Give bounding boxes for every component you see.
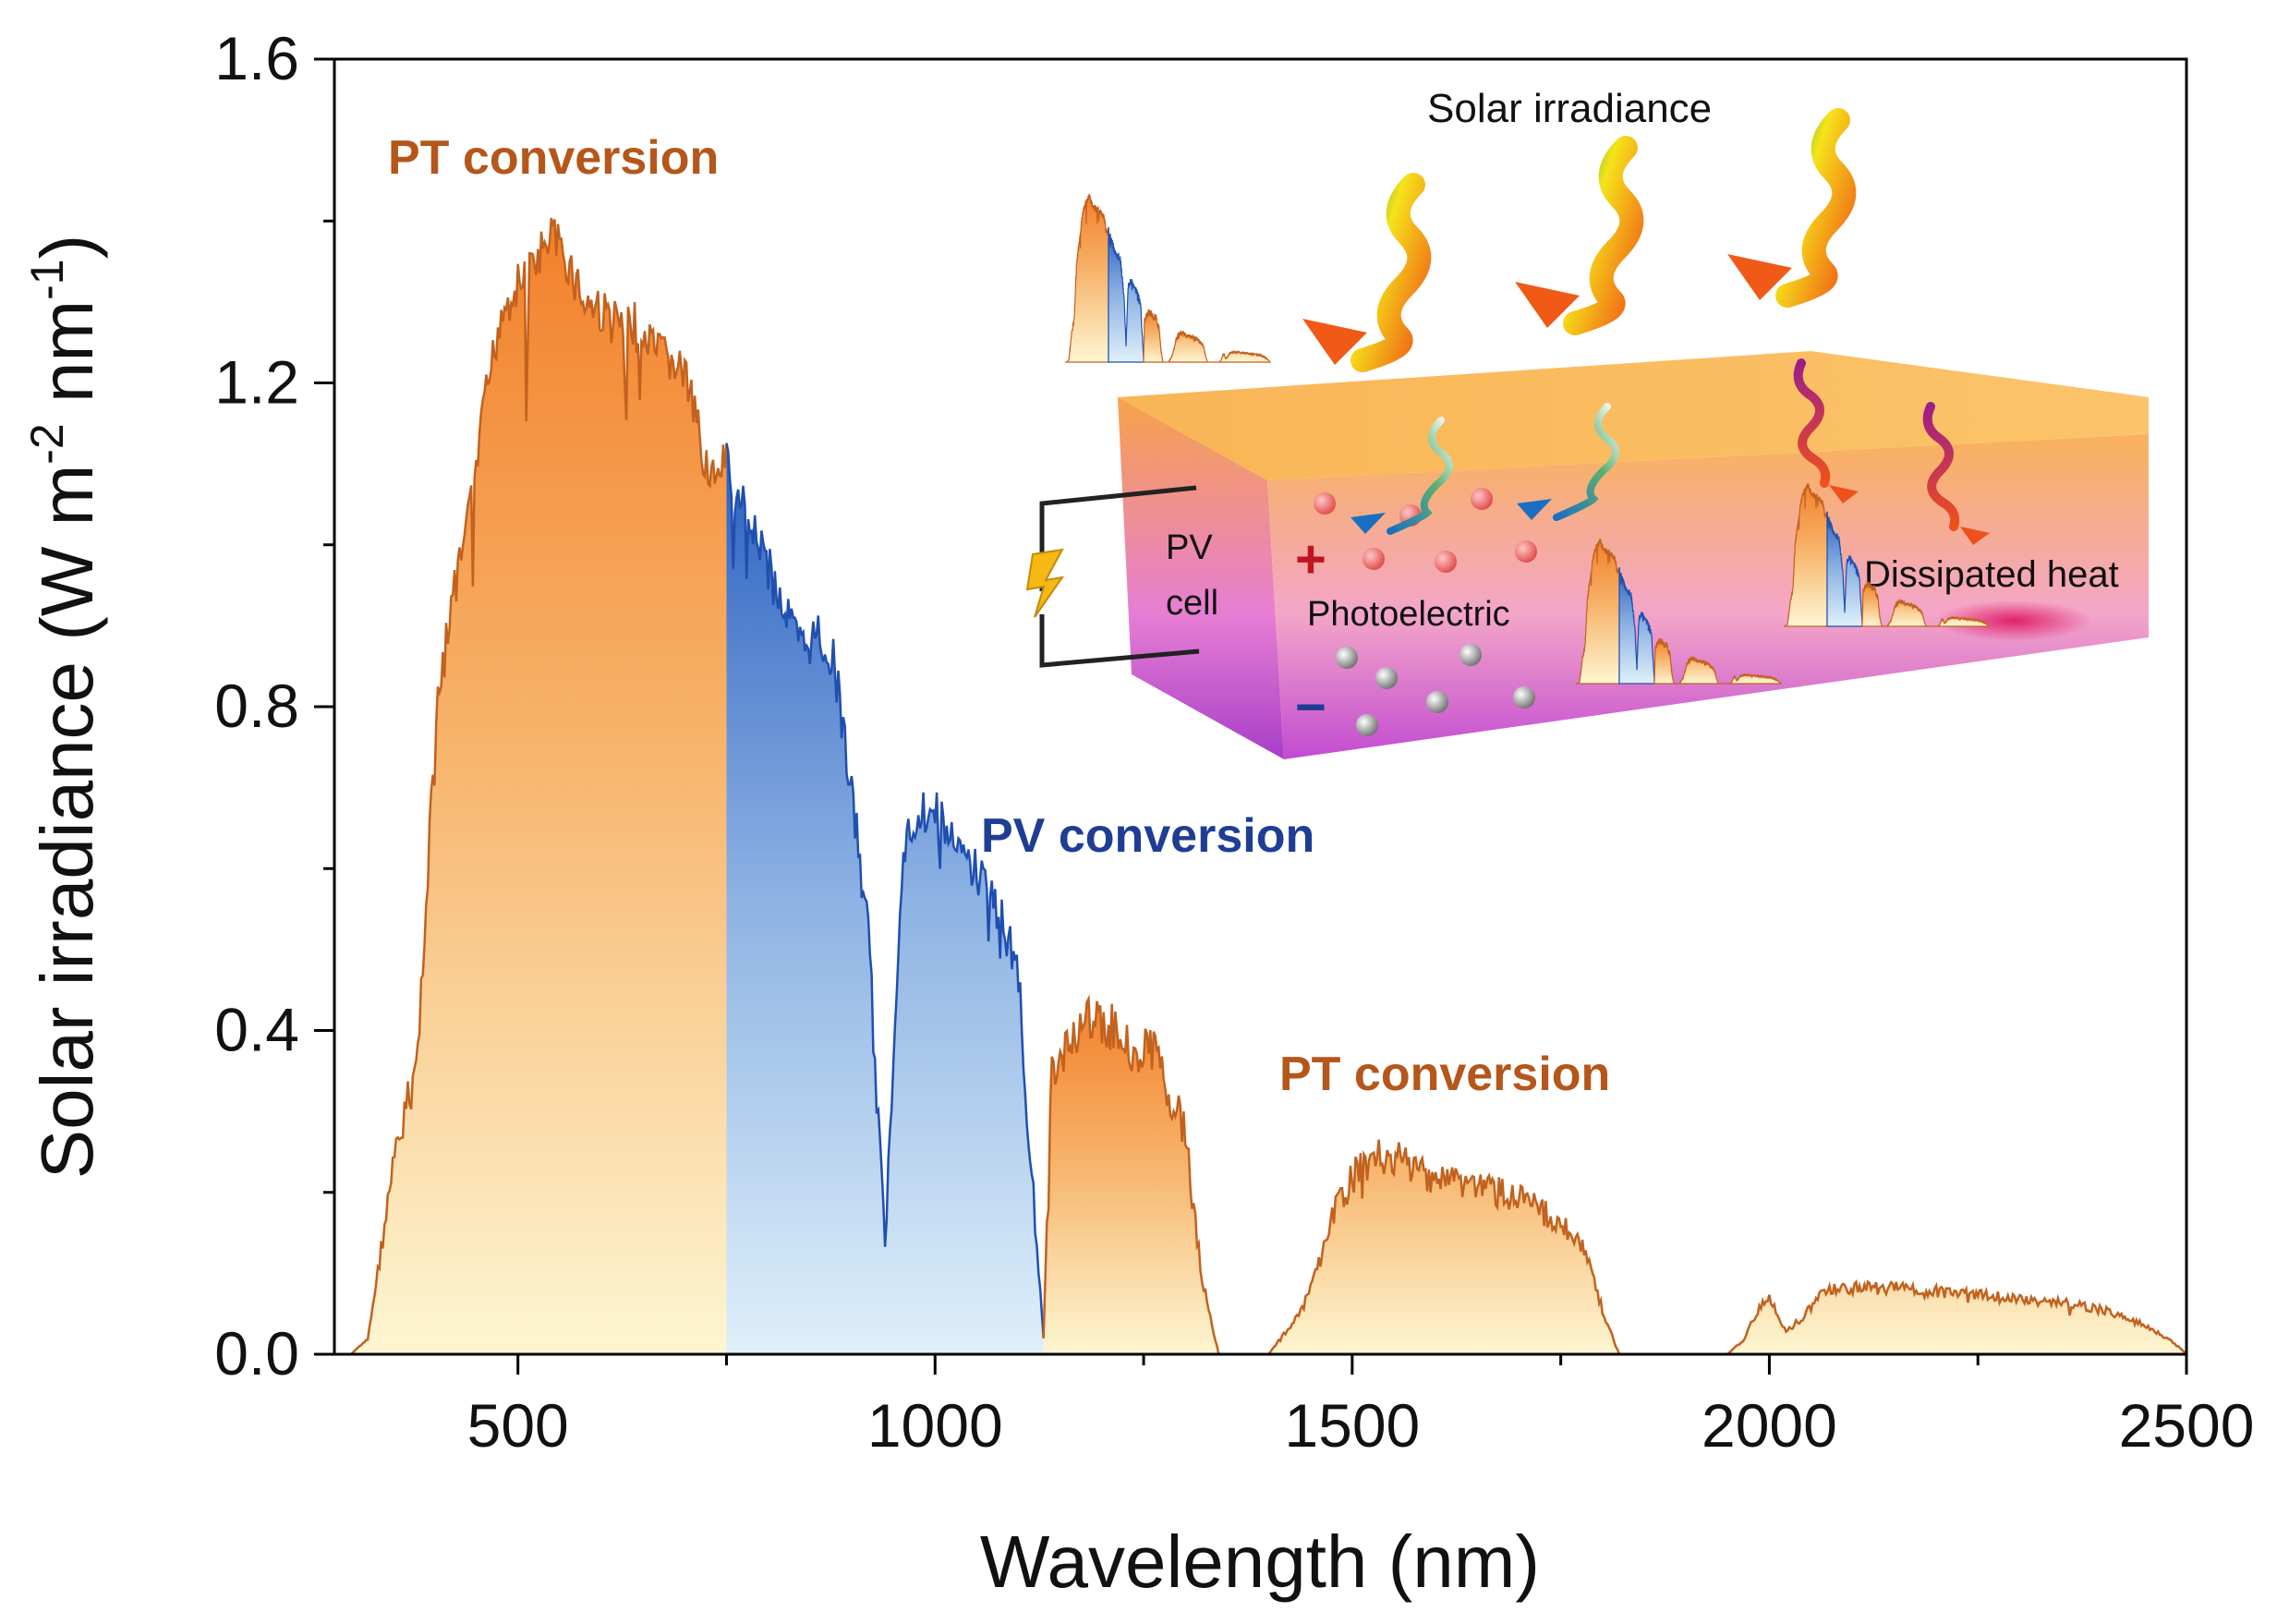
- inset-illustration: Solar irradiance PV cell + −: [1025, 86, 2149, 759]
- slab-front: [1267, 434, 2149, 759]
- x-axis: 500 1000 1500 2000 2500: [467, 1354, 2255, 1460]
- inset-pv-label: PV: [1166, 528, 1213, 567]
- y-tick-label: 0.8: [214, 672, 299, 740]
- slab-left-side: [1118, 397, 1284, 759]
- region-line-0: [334, 217, 728, 1356]
- spectrum-areas: [334, 218, 2186, 1354]
- lightning-icon: [1025, 548, 1065, 618]
- y-tick-label: 0.4: [214, 996, 299, 1064]
- pv-circuit: [1025, 485, 1200, 668]
- sunlight-wave-icon: [1515, 136, 1644, 335]
- x-tick-label: 1000: [867, 1391, 1003, 1460]
- plus-sign: +: [1295, 529, 1326, 589]
- annotation-pt-conversion-1: PT conversion: [388, 131, 719, 185]
- region-line-1: [725, 442, 1045, 1339]
- electron-particles: [1336, 644, 1535, 736]
- y-tick-label: 1.2: [214, 348, 299, 417]
- inset-photoelectric-label: Photoelectric: [1307, 595, 1510, 634]
- sunlight-wave-icon: [1302, 173, 1432, 372]
- inset-dissipated-heat-label: Dissipated heat: [1864, 554, 2119, 595]
- y-axis: 0.0 0.4 0.8 1.2 1.6: [214, 24, 334, 1388]
- annotation-pt-conversion-2: PT conversion: [1279, 1048, 1610, 1101]
- sunlight-wave-icon: [1727, 108, 1857, 308]
- heat-glow: [1935, 600, 2092, 641]
- slab-top: [1118, 351, 2149, 480]
- region-area-2: [1043, 999, 2186, 1354]
- pt-photon-wave-icon: [1922, 402, 1990, 545]
- pv-photon-wave-icon: [1517, 403, 1619, 521]
- minus-sign: −: [1295, 677, 1326, 737]
- x-tick-label: 500: [467, 1391, 569, 1460]
- x-tick-label: 2500: [2119, 1391, 2255, 1460]
- y-tick-label: 0.0: [214, 1319, 299, 1388]
- x-axis-label: Wavelength (nm): [980, 1521, 1540, 1603]
- inset-cell-label: cell: [1166, 584, 1218, 623]
- y-axis-label: Solar irradiance (W m-2 nm-1): [21, 235, 108, 1179]
- pt-photon-wave-icon: [1793, 358, 1859, 503]
- x-tick-label: 2000: [1702, 1391, 1837, 1460]
- x-tick-label: 1500: [1284, 1391, 1420, 1460]
- pv-photon-wave-icon: [1350, 417, 1453, 535]
- annotation-pv-conversion: PV conversion: [981, 809, 1314, 863]
- mini-spectrum-icon: [1784, 482, 1991, 627]
- y-tick-label: 1.6: [214, 24, 299, 92]
- mini-spectrum-icon: [1065, 193, 1272, 363]
- region-line-2: [1042, 994, 2187, 1356]
- mini-spectrum-icon: [1576, 539, 1783, 685]
- region-area-1: [726, 442, 1044, 1354]
- region-area-0: [334, 218, 727, 1354]
- inset-solar-irradiance-label: Solar irradiance: [1427, 86, 1712, 131]
